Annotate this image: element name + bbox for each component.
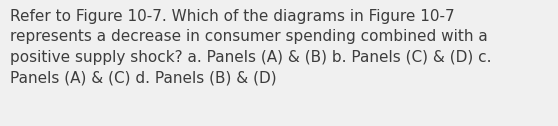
Text: Refer to Figure 10-7. Which of the diagrams in Figure 10-7
represents a decrease: Refer to Figure 10-7. Which of the diagr… [10,9,492,85]
